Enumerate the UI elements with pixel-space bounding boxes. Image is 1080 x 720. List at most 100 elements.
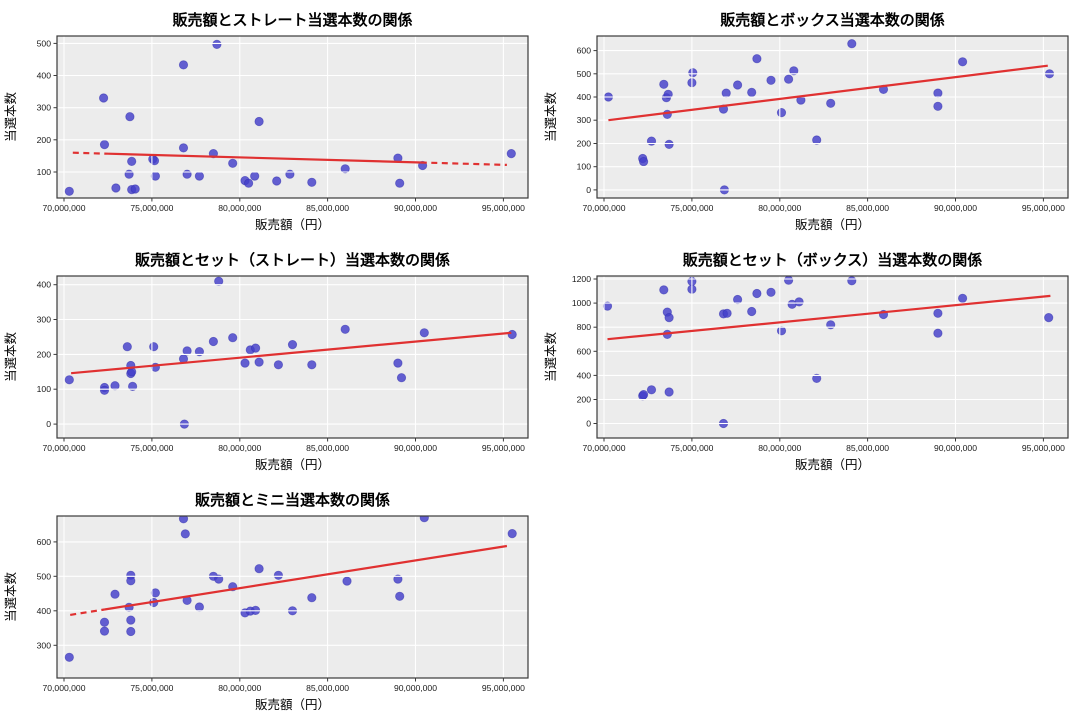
scatter-point: [307, 593, 317, 603]
scatter-point: [150, 588, 160, 598]
scatter-point: [182, 346, 192, 356]
x-tick-label: 95,000,000: [482, 203, 525, 213]
trend-line: [70, 608, 105, 616]
scatter-point: [307, 177, 317, 187]
scatter-point: [285, 169, 295, 179]
scatter-point: [784, 74, 794, 84]
scatter-point: [847, 276, 857, 286]
y-tick-label: 200: [37, 135, 52, 145]
x-tick-label: 75,000,000: [130, 683, 173, 693]
x-tick-label: 80,000,000: [218, 203, 261, 213]
scatter-point: [847, 39, 857, 49]
y-tick-label: 300: [37, 315, 52, 325]
scatter-point: [124, 169, 134, 179]
y-tick-label: 0: [586, 419, 591, 429]
plot-border: [596, 35, 1069, 199]
y-axis-label: 当選本数: [543, 332, 558, 383]
scatter-plot: 70,000,000 75,000,000 80,000,000 85,000,000…: [3, 491, 529, 712]
scatter-point: [507, 329, 517, 340]
scatter-point: [639, 390, 649, 400]
y-tick-label: 400: [37, 280, 52, 290]
scatter-point: [812, 373, 822, 383]
scatter-point: [111, 183, 121, 193]
scatter-point: [194, 602, 204, 612]
chart-straight: 70,000,000 75,000,000 80,000,000 85,000,000…: [0, 0, 540, 240]
x-tick-label: 75,000,000: [670, 203, 713, 213]
scatter-point: [228, 333, 238, 343]
scatter-point: [722, 308, 732, 318]
x-tick-label: 70,000,000: [42, 683, 85, 693]
y-tick-label: 600: [577, 46, 592, 56]
scatter-point: [110, 381, 120, 391]
scatter-point: [251, 343, 261, 353]
x-tick-label: 95,000,000: [482, 683, 525, 693]
x-axis-label: 販売額（円）: [795, 217, 870, 232]
scatter-point: [957, 293, 968, 303]
y-axis-label: 当選本数: [3, 572, 18, 623]
x-tick-label: 80,000,000: [218, 443, 261, 453]
plot-area: [57, 516, 528, 678]
scatter-point: [180, 529, 190, 539]
scatter-point: [506, 149, 516, 159]
y-axis-label: 当選本数: [3, 332, 18, 383]
scatter-point: [664, 139, 674, 149]
scatter-point: [214, 276, 224, 286]
x-axis-label: 販売額（円）: [255, 457, 330, 472]
scatter-point: [933, 101, 943, 111]
scatter-point: [99, 140, 110, 150]
scatter-point: [272, 176, 282, 186]
x-tick-label: 70,000,000: [582, 443, 625, 453]
scatter-point: [784, 276, 794, 285]
y-tick-label: 0: [586, 185, 591, 195]
scatter-point: [99, 626, 110, 636]
scatter-point: [733, 294, 743, 305]
scatter-point: [273, 360, 283, 370]
x-tick-label: 90,000,000: [934, 443, 977, 453]
y-tick-label: 300: [37, 640, 52, 650]
x-tick-label: 90,000,000: [394, 683, 437, 693]
trend-line: [420, 161, 507, 166]
scatter-point: [228, 158, 238, 168]
x-tick-label: 90,000,000: [394, 443, 437, 453]
plot-border: [596, 275, 1069, 439]
scatter-point: [178, 516, 189, 524]
scatter-point: [244, 178, 254, 188]
y-tick-label: 800: [577, 322, 592, 332]
scatter-point: [659, 79, 669, 89]
scatter-point: [663, 89, 673, 99]
trend-line: [104, 544, 508, 611]
x-tick-label: 85,000,000: [846, 203, 889, 213]
x-tick-label: 70,000,000: [582, 203, 625, 213]
chart-title: 販売額とセット（ボックス）当選本数の関係: [683, 251, 983, 269]
scatter-point: [766, 287, 776, 297]
scatter-point: [752, 54, 762, 64]
scatter-point: [957, 57, 968, 67]
scatter-point: [254, 357, 264, 367]
scatter-point: [393, 574, 403, 584]
x-tick-label: 80,000,000: [758, 203, 801, 213]
x-tick-label: 85,000,000: [306, 683, 349, 693]
x-tick-label: 70,000,000: [42, 203, 85, 213]
scatter-point: [130, 184, 140, 194]
y-tick-label: 400: [577, 370, 592, 380]
scatter-point: [150, 171, 160, 181]
scatter-point: [826, 98, 836, 108]
y-tick-label: 200: [577, 395, 592, 405]
y-tick-label: 0: [46, 419, 51, 429]
y-tick-label: 100: [37, 167, 52, 177]
plot-border: [56, 515, 529, 679]
scatter-point: [240, 358, 250, 368]
y-tick-label: 200: [577, 139, 592, 149]
scatter-point: [194, 171, 204, 181]
scatter-point: [789, 66, 799, 76]
scatter-point: [664, 313, 674, 323]
chart-title: 販売額とストレート当選本数の関係: [172, 11, 412, 29]
x-tick-label: 75,000,000: [130, 443, 173, 453]
x-tick-label: 80,000,000: [758, 443, 801, 453]
chart-box: 70,000,000 75,000,000 80,000,000 85,000,000…: [540, 0, 1080, 240]
x-tick-label: 90,000,000: [394, 203, 437, 213]
x-tick-label: 75,000,000: [670, 443, 713, 453]
scatter-point: [933, 328, 943, 338]
chart-set-straight: 70,000,000 75,000,000 80,000,000 85,000,000…: [0, 240, 540, 480]
scatter-point: [127, 156, 137, 166]
